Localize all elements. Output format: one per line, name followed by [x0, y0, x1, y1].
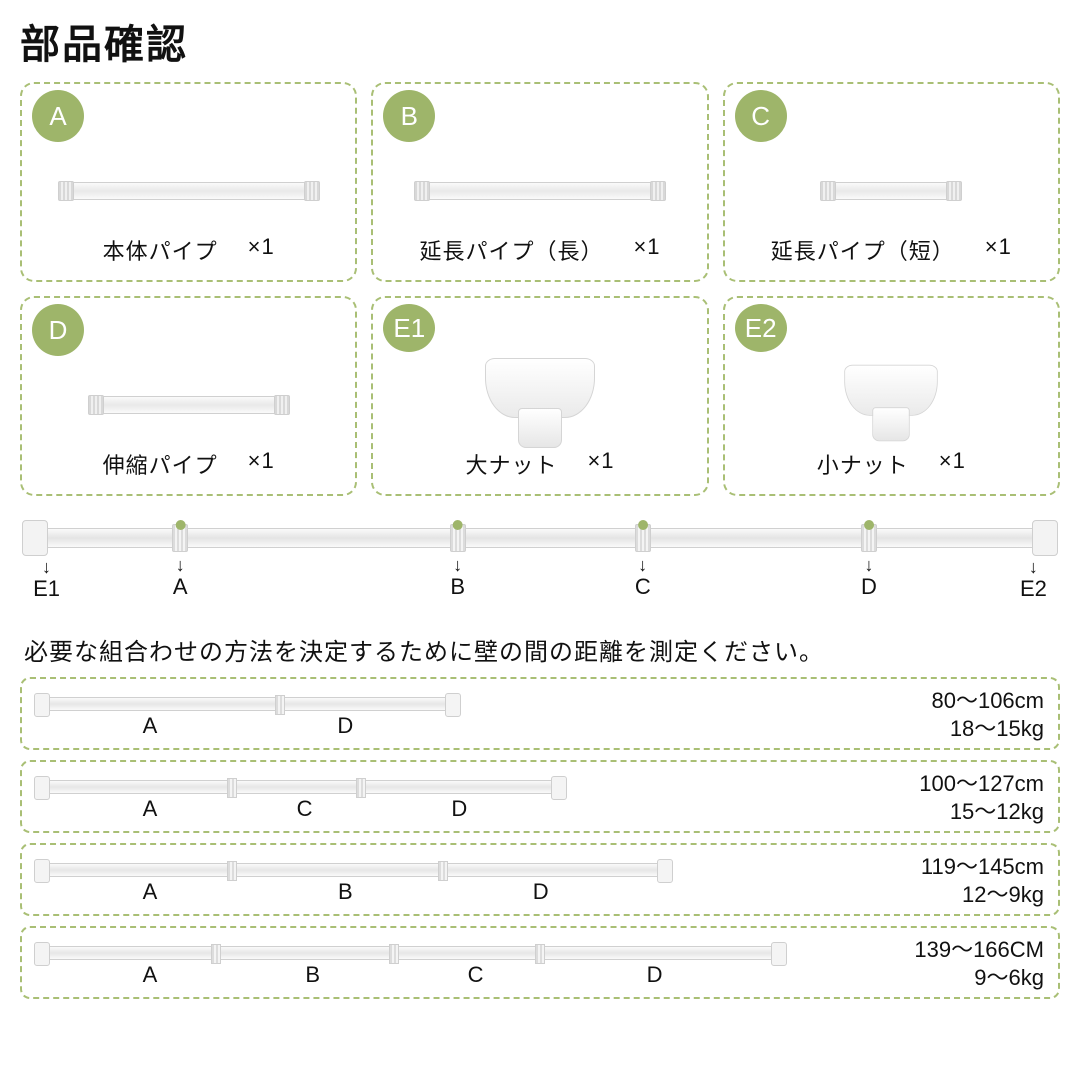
part-illustration: [32, 362, 345, 448]
down-arrow-icon: ↓: [861, 556, 877, 574]
down-arrow-icon: ↓: [635, 556, 651, 574]
combo-load: 15～12kg: [864, 798, 1044, 826]
part-name: 延長パイプ（長）: [419, 234, 603, 266]
combo-range: 139～166CM: [864, 936, 1044, 964]
part-label: 伸縮パイプ ×1: [32, 448, 345, 480]
assembled-rod-diagram: ↓E1 ↓A ↓B ↓C ↓D ↓E2: [26, 514, 1054, 624]
part-badge: E1: [383, 304, 435, 352]
part-illustration: [735, 358, 1048, 448]
part-illustration: [383, 358, 696, 448]
part-card-E1: E1 大ナット ×1: [371, 296, 708, 496]
part-card-E2: E2 小ナット ×1: [723, 296, 1060, 496]
combo-row: A B D 119～145cm12～9kg: [20, 843, 1060, 916]
rod-marker-A: ↓A: [173, 520, 188, 600]
part-illustration: [383, 148, 696, 234]
part-qty: ×1: [248, 234, 275, 266]
part-name: 伸縮パイプ: [103, 448, 218, 480]
combo-load: 12～9kg: [864, 881, 1044, 909]
combo-meta: 119～145cm12～9kg: [864, 853, 1044, 908]
combo-load: 9～6kg: [864, 964, 1044, 992]
part-qty: ×1: [587, 448, 614, 480]
parts-grid: A本体パイプ×1B延長パイプ（長）×1C延長パイプ（短）×1D伸縮パイプ×1E1…: [20, 82, 1060, 496]
part-label: 本体パイプ ×1: [32, 234, 345, 266]
combo-row: A C D 100～127cm15～12kg: [20, 760, 1060, 833]
down-arrow-icon: ↓: [173, 556, 188, 574]
down-arrow-icon: ↓: [33, 558, 60, 576]
combo-range: 119～145cm: [864, 853, 1044, 881]
instruction-note: 必要な組合わせの方法を決定するために壁の間の距離を測定ください。: [24, 632, 1056, 667]
rod-marker-E2: ↓E2: [1020, 520, 1047, 602]
part-illustration: [32, 148, 345, 234]
combo-row: A B C D 139～166CM9～6kg: [20, 926, 1060, 999]
combo-bar: ABD: [36, 859, 850, 903]
combo-segment-label: C: [297, 796, 313, 822]
part-card-A: A 本体パイプ ×1: [20, 82, 357, 282]
combo-segment-label: B: [305, 962, 320, 988]
part-badge: D: [32, 304, 84, 356]
combo-bar: AD: [36, 693, 850, 737]
part-qty: ×1: [985, 234, 1012, 266]
part-label: 大ナット ×1: [383, 448, 696, 480]
combo-segment-label: A: [143, 713, 158, 739]
part-card-C: C 延長パイプ（短） ×1: [723, 82, 1060, 282]
down-arrow-icon: ↓: [1020, 558, 1047, 576]
combo-segment-label: A: [143, 796, 158, 822]
combo-segment-label: D: [451, 796, 467, 822]
combo-meta: 139～166CM9～6kg: [864, 936, 1044, 991]
part-badge: C: [735, 90, 787, 142]
part-name: 延長パイプ（短）: [771, 234, 955, 266]
part-badge: E2: [735, 304, 787, 352]
combo-segment-label: A: [143, 962, 158, 988]
part-qty: ×1: [633, 234, 660, 266]
rod-marker-D: ↓D: [861, 520, 877, 600]
combo-segment-label: D: [337, 713, 353, 739]
combo-segment-label: A: [143, 879, 158, 905]
part-label: 延長パイプ（長） ×1: [383, 234, 696, 266]
combo-bar: A B C D: [36, 942, 850, 986]
combo-segment-label: D: [647, 962, 663, 988]
combo-list: AD80～106cm18～15kgACD100～127cm15～12kgABD1…: [20, 677, 1060, 999]
down-arrow-icon: ↓: [450, 556, 465, 574]
part-illustration: [735, 148, 1048, 234]
combo-load: 18～15kg: [864, 715, 1044, 743]
combo-meta: 80～106cm18～15kg: [864, 687, 1044, 742]
combo-segment-label: D: [533, 879, 549, 905]
combo-segment-label: C: [468, 962, 484, 988]
combo-meta: 100～127cm15～12kg: [864, 770, 1044, 825]
rod-marker-B: ↓B: [450, 520, 465, 600]
page-title: 部品確認: [20, 12, 1060, 70]
part-label: 小ナット ×1: [735, 448, 1048, 480]
part-name: 大ナット: [465, 448, 557, 480]
part-badge: A: [32, 90, 84, 142]
part-card-B: B 延長パイプ（長） ×1: [371, 82, 708, 282]
combo-segment-label: B: [338, 879, 353, 905]
rod-marker-C: ↓C: [635, 520, 651, 600]
combo-row: AD80～106cm18～15kg: [20, 677, 1060, 750]
part-name: 本体パイプ: [103, 234, 218, 266]
rod-marker-E1: ↓E1: [33, 520, 60, 602]
combo-bar: ACD: [36, 776, 850, 820]
combo-range: 100～127cm: [864, 770, 1044, 798]
part-label: 延長パイプ（短） ×1: [735, 234, 1048, 266]
combo-range: 80～106cm: [864, 687, 1044, 715]
part-name: 小ナット: [817, 448, 909, 480]
part-qty: ×1: [939, 448, 966, 480]
part-card-D: D 伸縮パイプ ×1: [20, 296, 357, 496]
part-badge: B: [383, 90, 435, 142]
part-qty: ×1: [248, 448, 275, 480]
